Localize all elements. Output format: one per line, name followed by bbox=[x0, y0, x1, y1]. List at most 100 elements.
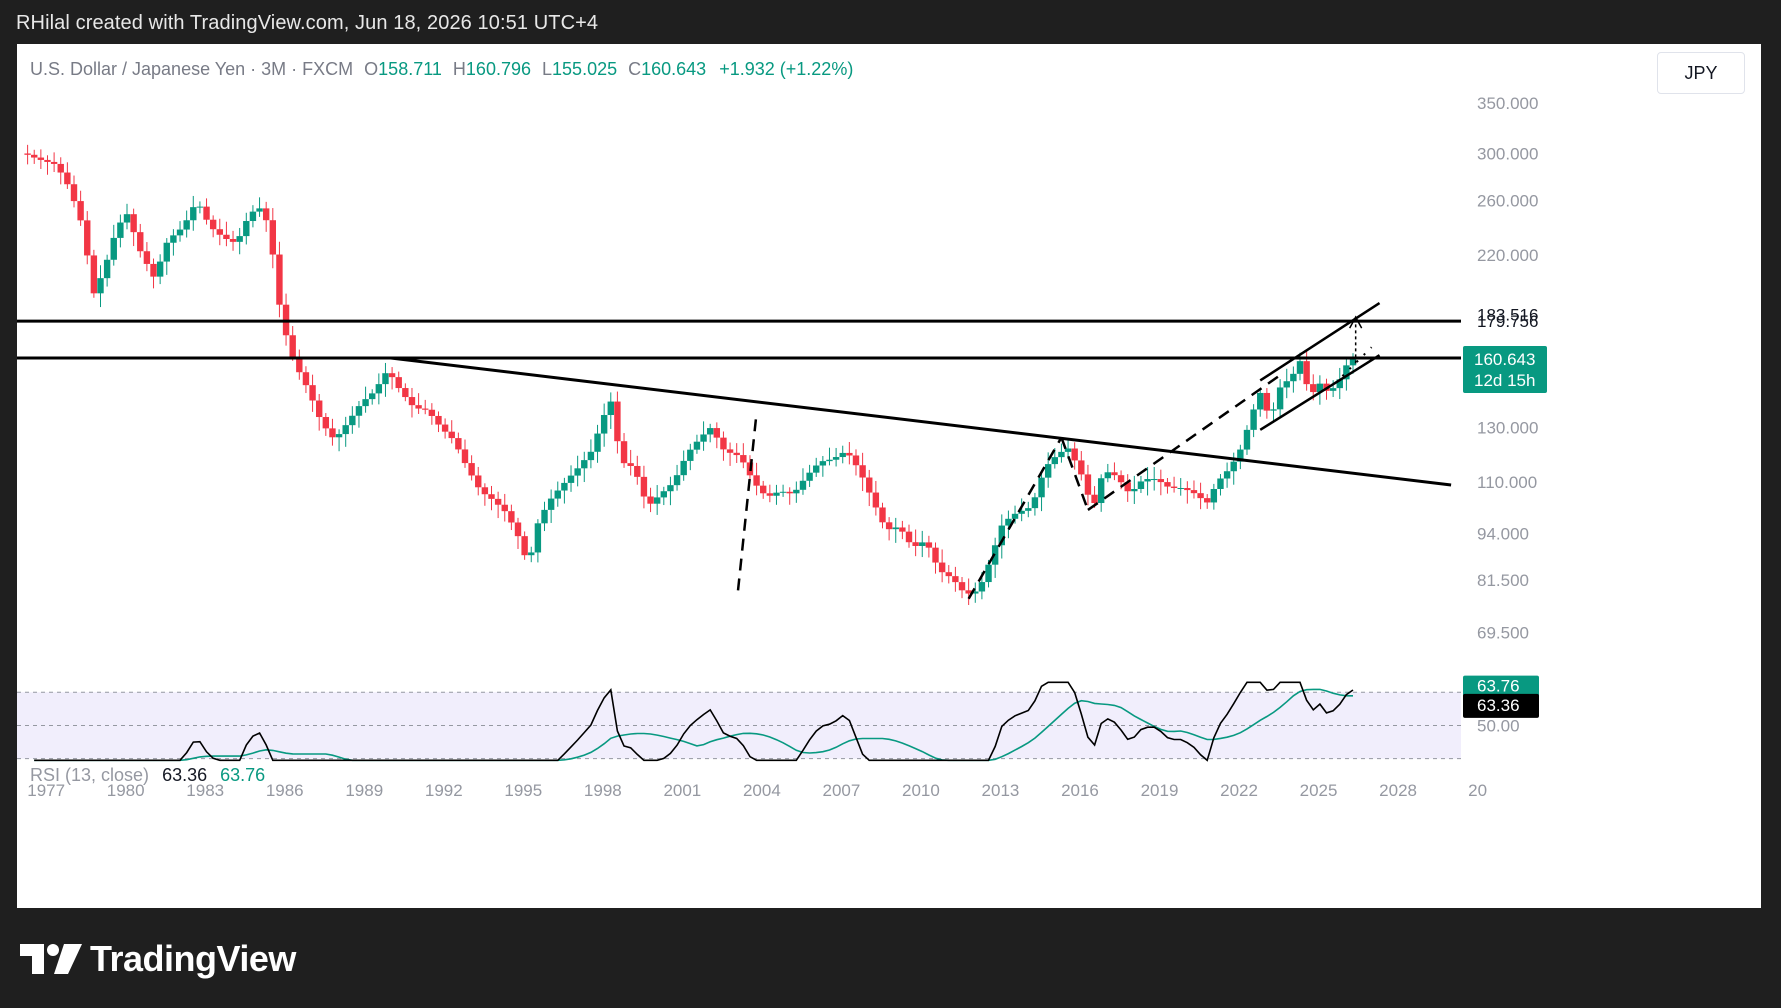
candle-body bbox=[441, 424, 449, 432]
candle-body bbox=[415, 405, 422, 409]
rsi-panel bbox=[17, 681, 1461, 762]
candle-body bbox=[1329, 388, 1337, 391]
candle-body bbox=[77, 201, 84, 221]
candle bbox=[852, 449, 860, 476]
candle-body bbox=[209, 219, 217, 230]
price-tick-label: 260.000 bbox=[1477, 191, 1538, 210]
candle-body bbox=[706, 428, 714, 435]
candle-body bbox=[627, 463, 634, 466]
price-tick-label: 179.756 bbox=[1477, 312, 1538, 331]
candle bbox=[57, 157, 64, 185]
candle bbox=[1018, 498, 1025, 522]
candle-body bbox=[653, 497, 661, 504]
candle bbox=[50, 152, 58, 173]
rsi-value: 63.36 bbox=[162, 765, 208, 785]
candle-body bbox=[693, 441, 701, 450]
price-tag-countdown: 12d 15h bbox=[1474, 371, 1535, 390]
candle bbox=[1336, 367, 1343, 400]
candle-body bbox=[594, 433, 601, 452]
candle-body bbox=[176, 229, 184, 236]
time-tick-label: 1995 bbox=[504, 781, 542, 800]
candle-body bbox=[779, 491, 787, 493]
chart-canvas[interactable]: 350.000 300.000 260.000 220.000 183.516179.7… bbox=[17, 44, 1761, 908]
candle-body bbox=[620, 441, 628, 464]
candle bbox=[103, 254, 111, 287]
candle bbox=[249, 205, 257, 228]
candle bbox=[1064, 439, 1072, 459]
candle-body bbox=[1243, 429, 1251, 450]
rsi-value-tag-value: 63.36 bbox=[1477, 696, 1520, 715]
candle-body bbox=[680, 460, 687, 476]
candle-body bbox=[262, 208, 270, 221]
candle bbox=[24, 144, 31, 165]
candle bbox=[77, 190, 84, 226]
price-tick-label: 183.516 bbox=[1477, 305, 1538, 324]
candle-body bbox=[1078, 460, 1085, 475]
candle-body bbox=[813, 465, 820, 473]
candle bbox=[667, 476, 674, 506]
descending-trendline bbox=[390, 356, 1452, 487]
candle bbox=[885, 517, 893, 541]
time-tick-label: 2004 bbox=[743, 781, 781, 800]
candle-body bbox=[1097, 478, 1105, 504]
candle-body bbox=[1290, 373, 1297, 382]
candle bbox=[806, 464, 813, 487]
candle bbox=[176, 221, 184, 242]
candle bbox=[892, 517, 899, 543]
candle bbox=[262, 201, 270, 232]
candle bbox=[945, 565, 952, 584]
candle bbox=[1197, 482, 1204, 510]
candle-body bbox=[309, 385, 316, 401]
candle-body bbox=[395, 377, 402, 389]
candle bbox=[422, 399, 429, 415]
candle-body bbox=[938, 562, 946, 573]
candle bbox=[196, 201, 204, 214]
chart-frame[interactable]: 350.000 300.000 260.000 220.000 183.516 179.7… bbox=[17, 44, 1761, 908]
candle bbox=[1157, 469, 1165, 496]
close-value: 160.643 bbox=[641, 59, 707, 79]
projection-dotted-line bbox=[1341, 346, 1373, 377]
candle-body bbox=[1011, 513, 1019, 519]
rsi-value-tag-box bbox=[1463, 693, 1539, 718]
candle-body bbox=[945, 572, 952, 577]
candle-body bbox=[985, 564, 992, 583]
price-axis: 350.000 300.000 260.000 220.000 183.516179.7… bbox=[1463, 94, 1547, 735]
price-tick-label: 69.500 bbox=[1477, 623, 1529, 642]
candle bbox=[998, 514, 1005, 559]
candle-body bbox=[587, 451, 595, 461]
attribution-text: RHilal created with TradingView.com, Jun… bbox=[16, 12, 599, 34]
candle-body bbox=[249, 211, 257, 222]
candle-body bbox=[382, 373, 389, 385]
rsi-title: RSI (13, close) bbox=[30, 765, 150, 785]
candle bbox=[282, 293, 290, 346]
candle-body bbox=[448, 431, 455, 439]
change-value: +1.932 (+1.22%) bbox=[719, 59, 854, 79]
candle bbox=[534, 519, 542, 563]
close-label: C bbox=[628, 59, 642, 79]
candle-body bbox=[1296, 361, 1304, 374]
candle-body bbox=[57, 163, 64, 173]
candle-body bbox=[302, 372, 310, 386]
candle-body bbox=[1190, 490, 1198, 494]
rsi-ma-tag: 63.76 bbox=[1463, 675, 1539, 698]
tradingview-logo[interactable]: TradingView bbox=[20, 938, 296, 980]
symbol-legend: U.S. Dollar / Japanese Yen · 3M · FXCM O… bbox=[30, 59, 853, 80]
currency-button[interactable]: JPY bbox=[1657, 52, 1745, 94]
candle-body bbox=[872, 492, 880, 508]
candle bbox=[203, 198, 210, 225]
candle bbox=[1025, 501, 1032, 518]
candle-body bbox=[1184, 488, 1191, 491]
candle bbox=[773, 484, 780, 505]
candle bbox=[395, 371, 402, 393]
candle bbox=[905, 524, 913, 548]
candle-body bbox=[799, 480, 807, 490]
rsi-tick-label: 50.00 bbox=[1477, 716, 1520, 735]
candle-body bbox=[753, 475, 760, 486]
candle-body bbox=[143, 251, 151, 264]
candle-body bbox=[1025, 508, 1032, 511]
candle bbox=[130, 208, 137, 247]
candle bbox=[375, 373, 383, 405]
candle-body bbox=[1210, 488, 1218, 503]
candle bbox=[687, 443, 694, 471]
candle-body bbox=[766, 493, 774, 496]
